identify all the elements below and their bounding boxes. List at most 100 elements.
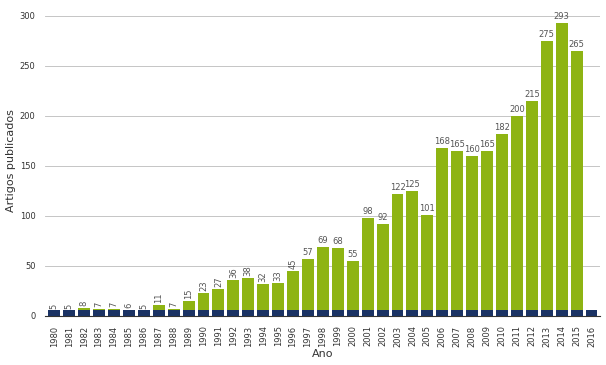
Bar — [182, 310, 195, 316]
Bar — [123, 310, 135, 316]
Text: 101: 101 — [419, 204, 435, 213]
Bar — [481, 151, 493, 316]
Bar — [511, 116, 523, 316]
Bar — [287, 310, 299, 316]
Text: 33: 33 — [274, 270, 282, 281]
Bar — [362, 218, 374, 316]
Bar — [376, 310, 388, 316]
Y-axis label: Artigos publicados: Artigos publicados — [5, 109, 16, 212]
Bar — [198, 310, 210, 316]
Text: 293: 293 — [554, 12, 570, 20]
Text: 5: 5 — [65, 303, 74, 309]
Bar — [466, 310, 478, 316]
Bar — [526, 101, 538, 316]
Text: 8: 8 — [79, 300, 88, 306]
Text: 38: 38 — [244, 265, 253, 276]
Text: 215: 215 — [524, 89, 540, 99]
Text: 265: 265 — [568, 39, 585, 49]
Bar — [272, 310, 284, 316]
Bar — [585, 310, 598, 316]
Bar — [123, 310, 135, 316]
Bar — [242, 278, 255, 316]
Text: 55: 55 — [347, 250, 358, 259]
Bar — [332, 248, 344, 316]
Bar — [317, 247, 329, 316]
Bar — [571, 310, 582, 316]
Bar — [376, 224, 388, 316]
Text: 11: 11 — [155, 292, 163, 303]
Text: 27: 27 — [214, 276, 223, 287]
Bar — [287, 271, 299, 316]
Text: 36: 36 — [229, 267, 238, 278]
Bar — [168, 309, 179, 316]
Text: 182: 182 — [494, 123, 510, 132]
Bar — [63, 311, 75, 316]
Bar — [153, 310, 165, 316]
Bar — [227, 310, 239, 316]
Bar — [78, 308, 90, 316]
Bar — [63, 310, 75, 316]
Bar — [436, 310, 448, 316]
Bar — [541, 310, 553, 316]
Text: 7: 7 — [110, 301, 118, 307]
Text: 69: 69 — [318, 236, 328, 245]
Bar — [213, 289, 224, 316]
Text: 98: 98 — [362, 207, 373, 216]
Text: 5: 5 — [50, 303, 59, 309]
Bar — [421, 310, 433, 316]
Text: 125: 125 — [405, 180, 421, 189]
Bar — [451, 310, 463, 316]
Bar — [556, 310, 568, 316]
Bar — [108, 309, 120, 316]
Text: 32: 32 — [259, 271, 268, 282]
Bar — [407, 310, 418, 316]
Text: 168: 168 — [435, 137, 450, 146]
Text: 92: 92 — [378, 213, 388, 222]
Bar — [391, 310, 404, 316]
Bar — [213, 310, 224, 316]
Bar — [526, 310, 538, 316]
Bar — [302, 310, 314, 316]
Text: 165: 165 — [449, 140, 465, 149]
Bar — [48, 311, 60, 316]
Bar — [391, 194, 404, 316]
Bar — [78, 310, 90, 316]
Text: 15: 15 — [184, 288, 193, 299]
Bar — [496, 134, 508, 316]
Bar — [242, 310, 255, 316]
Bar — [93, 309, 105, 316]
Bar — [571, 51, 582, 316]
Text: 68: 68 — [333, 237, 343, 246]
Bar — [198, 293, 210, 316]
Text: 6: 6 — [124, 302, 133, 308]
Bar — [108, 310, 120, 316]
Bar — [332, 310, 344, 316]
Bar — [153, 305, 165, 316]
Bar — [168, 310, 179, 316]
Bar — [272, 283, 284, 316]
Bar — [227, 280, 239, 316]
Text: 5: 5 — [139, 303, 148, 309]
Bar — [556, 23, 568, 316]
Text: 160: 160 — [464, 145, 480, 154]
Text: 275: 275 — [539, 30, 554, 39]
Bar — [496, 310, 508, 316]
Text: 45: 45 — [288, 258, 298, 269]
Text: 200: 200 — [509, 105, 525, 114]
Bar — [138, 310, 150, 316]
Bar — [511, 310, 523, 316]
Bar — [451, 151, 463, 316]
X-axis label: Ano: Ano — [312, 349, 334, 360]
Text: 23: 23 — [199, 280, 208, 291]
Bar — [347, 261, 359, 316]
Text: 7: 7 — [95, 301, 104, 307]
Bar — [302, 259, 314, 316]
Bar — [466, 155, 478, 316]
Bar — [93, 310, 105, 316]
Bar — [257, 284, 269, 316]
Text: 165: 165 — [479, 140, 495, 149]
Bar — [436, 147, 448, 316]
Bar — [138, 311, 150, 316]
Bar — [481, 310, 493, 316]
Text: 122: 122 — [390, 182, 405, 192]
